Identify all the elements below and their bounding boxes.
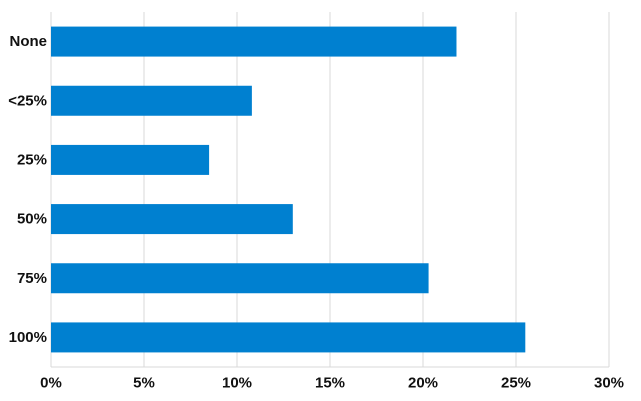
bar (51, 204, 293, 235)
bar (51, 85, 252, 116)
x-tick-label: 0% (40, 375, 62, 392)
category-label: 75% (17, 270, 47, 287)
bar (51, 144, 210, 175)
category-label: 50% (17, 211, 47, 228)
x-tick-label: 30% (594, 375, 624, 392)
x-tick-label: 25% (501, 375, 531, 392)
x-tick-label: 15% (315, 375, 345, 392)
bar (51, 263, 429, 294)
x-tick-labels: 0% 5% 10% 15% 20% 25% 30% (40, 375, 624, 392)
bar (51, 322, 526, 353)
category-label: 25% (17, 151, 47, 168)
bars (51, 26, 526, 353)
bar (51, 26, 457, 57)
x-tick-label: 20% (408, 375, 438, 392)
category-labels: None <25% 25% 50% 75% 100% (8, 33, 47, 346)
category-label: <25% (8, 92, 47, 109)
category-label: 100% (9, 329, 47, 346)
x-tick-label: 5% (133, 375, 155, 392)
x-tick-label: 10% (222, 375, 252, 392)
category-label: None (10, 33, 48, 50)
grid-lines (50, 12, 610, 368)
